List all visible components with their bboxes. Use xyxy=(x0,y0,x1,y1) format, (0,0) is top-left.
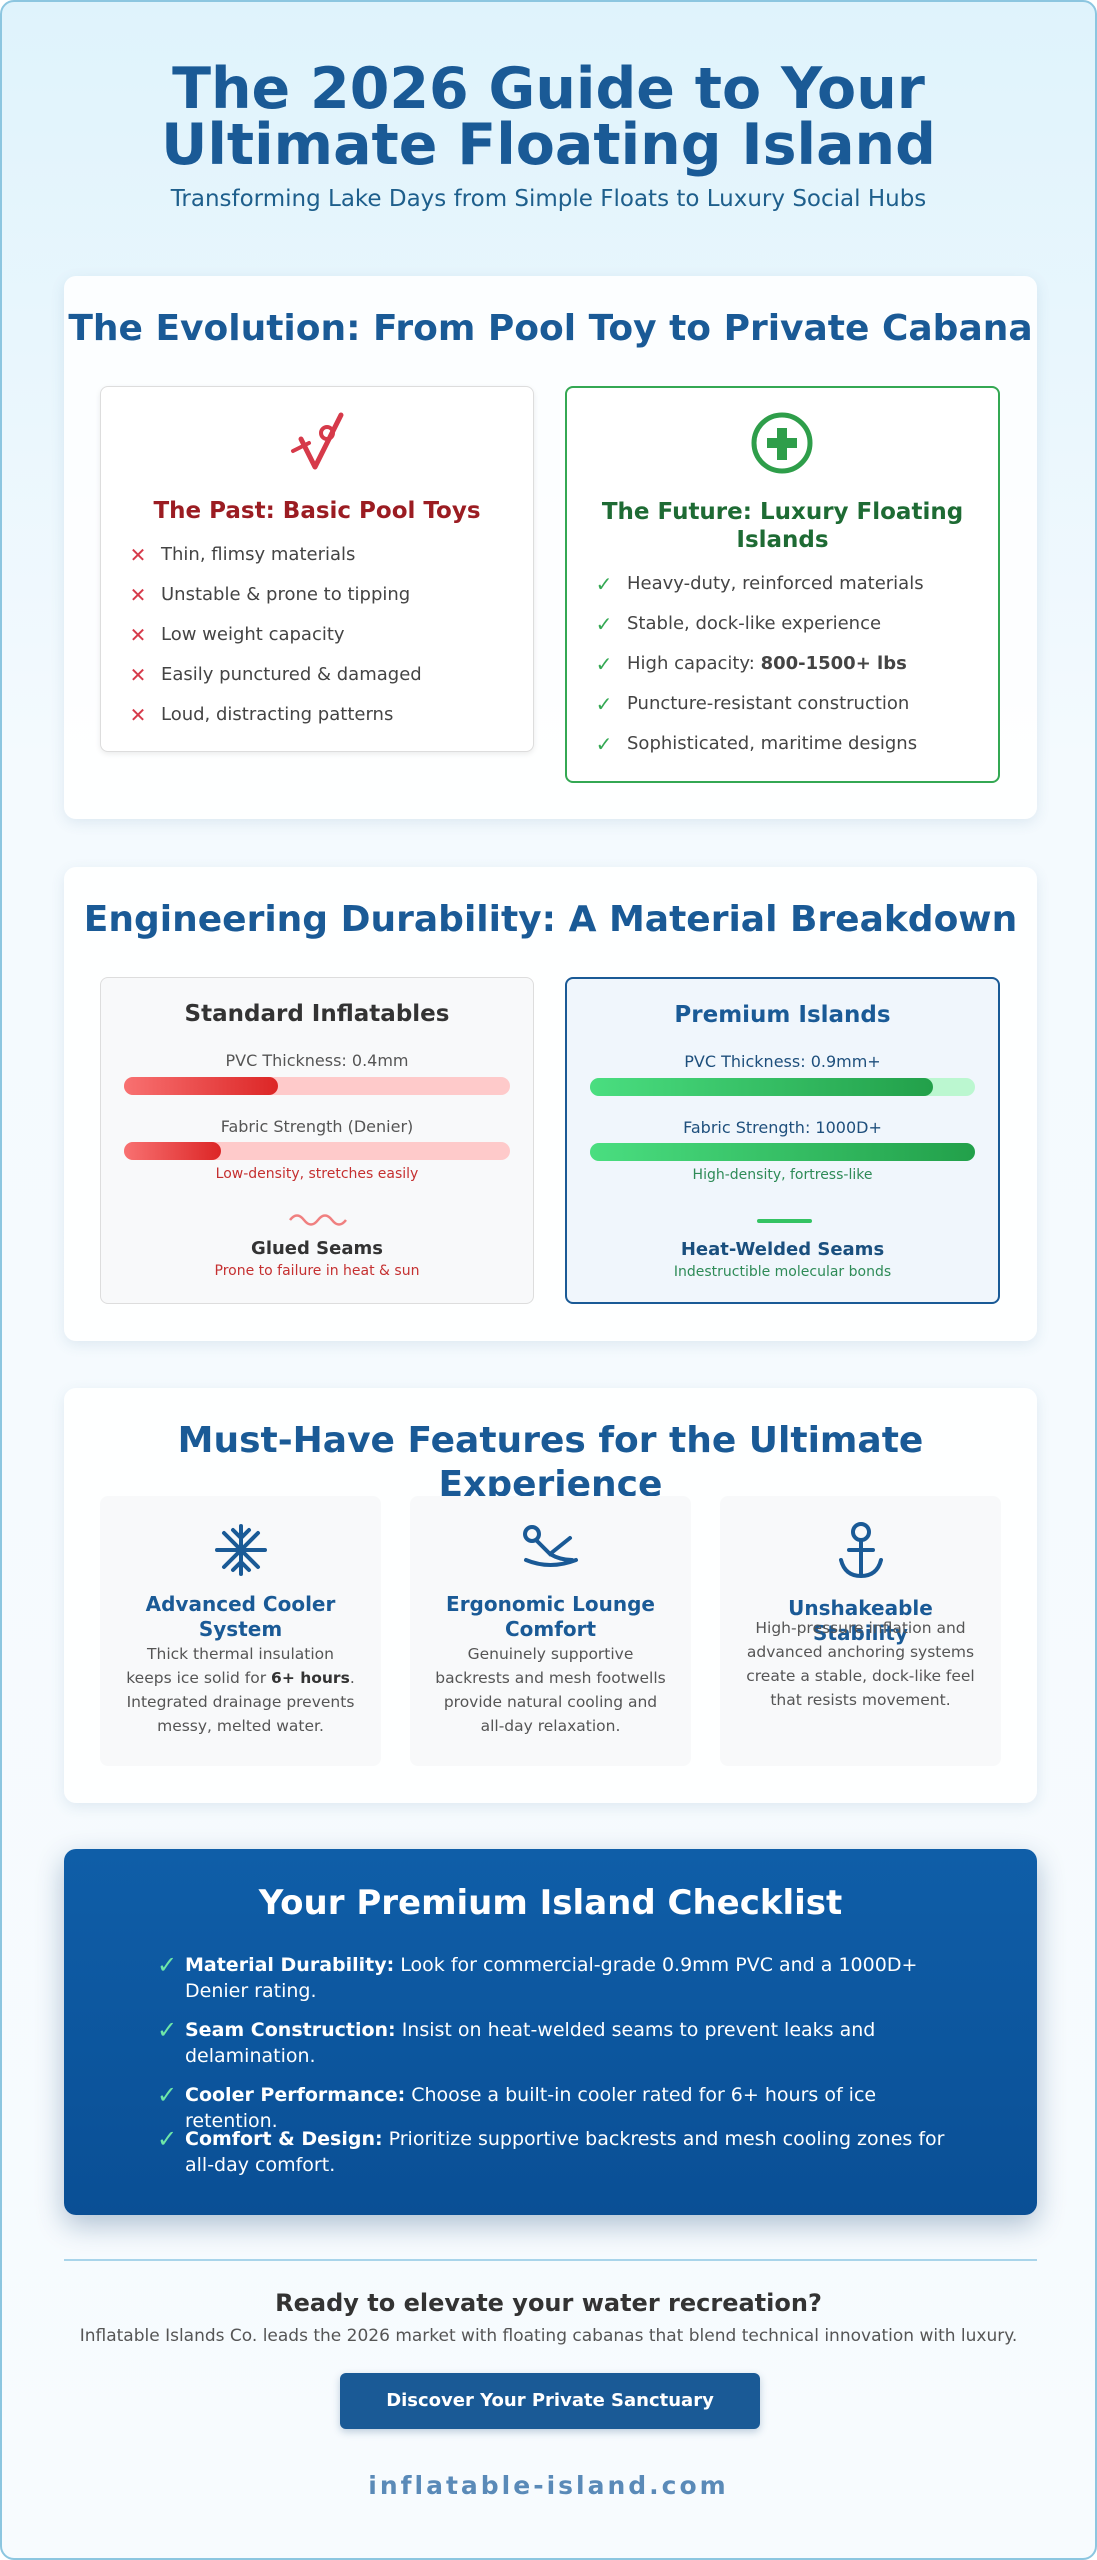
future-item: ✓ High capacity: 800-1500+ lbs xyxy=(589,644,988,684)
cta-button[interactable]: Discover Your Private Sanctuary xyxy=(340,2373,760,2429)
item-label: Comfort & Design: xyxy=(185,2128,383,2150)
item-text: Puncture-resistant construction xyxy=(627,693,910,714)
desc-strong: 6+ hours xyxy=(271,1669,350,1687)
seam-note: Indestructible molecular bonds xyxy=(673,1264,892,1280)
item-text: Thin, flimsy materials xyxy=(161,544,356,565)
header: The 2026 Guide to Your Ultimate Floating… xyxy=(2,56,1095,178)
future-item: ✓ Stable, dock-like experience xyxy=(589,604,988,644)
past-item: ✕ Easily punctured & damaged xyxy=(123,655,523,695)
item-text: Unstable & prone to tipping xyxy=(161,584,411,605)
future-title: The Future: Luxury Floating Islands xyxy=(601,499,972,553)
seam-icon xyxy=(757,1219,812,1223)
seam-title: Heat-Welded Seams xyxy=(680,1239,885,1260)
seam-note: Prone to failure in heat & sun xyxy=(214,1263,420,1279)
desc-text: Thick thermal insulation keeps ice solid… xyxy=(126,1645,334,1687)
item-text: Insist on heat-welded seams to prevent l… xyxy=(185,2019,882,2067)
fabric-note: High-density, fortress-like xyxy=(692,1167,873,1183)
section-title: Must-Have Features for the Ultimate Expe… xyxy=(177,1420,924,1505)
past-title: The Past: Basic Pool Toys xyxy=(153,498,481,524)
seam-title: Glued Seams xyxy=(251,1238,383,1259)
page-title: The 2026 Guide to Your Ultimate Floating… xyxy=(161,56,936,178)
features-section: Must-Have Features for the Ultimate Expe… xyxy=(64,1388,1037,1803)
item-text: Look for commercial-grade 0.9mm PVC and … xyxy=(185,1954,924,2002)
future-list: ✓ Heavy-duty, reinforced materials ✓ Stabl… xyxy=(589,564,988,764)
item-text: Stable, dock-like experience xyxy=(627,613,882,634)
item-text: Choose a built-in cooler rated for 6+ ho… xyxy=(185,2084,883,2132)
fabric-bar xyxy=(124,1142,510,1160)
standard-card: Standard Inflatables PVC Thickness: 0.4m… xyxy=(100,977,534,1304)
past-icon xyxy=(291,412,344,470)
premium-card: Premium Islands PVC Thickness: 0.9mm+ Fa… xyxy=(565,977,1000,1304)
checklist-item: ✓ Seam Construction: Insist on heat-welde… xyxy=(157,2016,882,2067)
feature-description: Thick thermal insulation keeps ice solid… xyxy=(122,1642,359,1738)
item-text: Heavy-duty, reinforced materials xyxy=(627,573,924,594)
feature-description: High-pressure inflation and advanced anc… xyxy=(742,1616,979,1712)
item-label: Material Durability: xyxy=(185,1954,395,1976)
fabric-label: Fabric Strength: 1000D+ xyxy=(683,1118,882,1137)
fabric-label: Fabric Strength (Denier) xyxy=(220,1117,414,1136)
desc-text: Genuinely supportive backrests and mesh … xyxy=(435,1645,666,1735)
desc-text: . Integrated drainage prevents messy, me… xyxy=(126,1669,355,1735)
future-item: ✓ Sophisticated, maritime designs xyxy=(589,724,988,764)
divider xyxy=(64,2259,1037,2261)
section-title: Engineering Durability: A Material Break… xyxy=(83,899,1018,940)
past-item: ✕ Thin, flimsy materials xyxy=(123,535,523,575)
past-list: ✕ Thin, flimsy materials ✕ Unstable & pron… xyxy=(123,535,523,735)
feature-title: Advanced Cooler System xyxy=(145,1592,336,1641)
seam-icon xyxy=(289,1214,347,1226)
item-label: Seam Construction: xyxy=(185,2019,396,2041)
future-item: ✓ Heavy-duty, reinforced materials xyxy=(589,564,988,604)
future-item: ✓ Puncture-resistant construction xyxy=(589,684,988,724)
section-title: The Evolution: From Pool Toy to Private … xyxy=(68,308,1033,349)
cta-title: Ready to elevate your water recreation? xyxy=(275,2289,822,2317)
item-text: Loud, distracting patterns xyxy=(161,704,394,725)
standard-title: Standard Inflatables xyxy=(184,1001,450,1027)
future-card: The Future: Luxury Floating Islands ✓ Hea… xyxy=(565,386,1000,783)
checklist-item: ✓ Cooler Performance: Choose a built-in c… xyxy=(157,2081,883,2132)
evolution-section: The Evolution: From Pool Toy to Private … xyxy=(64,276,1037,819)
feature-title: Unshakeable Stability xyxy=(788,1596,933,1645)
feature-card: Ergonomic Lounge Comfort Genuinely suppo… xyxy=(410,1496,691,1766)
pvc-label: PVC Thickness: 0.9mm+ xyxy=(684,1052,881,1071)
feature-icon xyxy=(523,1525,578,1567)
feature-icon xyxy=(839,1522,883,1579)
feature-card: Advanced Cooler System Thick thermal ins… xyxy=(100,1496,381,1766)
cta-text: Inflatable Islands Co. leads the 2026 ma… xyxy=(79,2326,1018,2346)
feature-card: Unshakeable Stability High-pressure infl… xyxy=(720,1496,1001,1766)
feature-description: Genuinely supportive backrests and mesh … xyxy=(432,1642,669,1738)
item-text: Sophisticated, maritime designs xyxy=(627,733,918,754)
past-item: ✕ Unstable & prone to tipping xyxy=(123,575,523,615)
item-text: Prioritize supportive backrests and mesh… xyxy=(185,2128,951,2176)
feature-title: Ergonomic Lounge Comfort xyxy=(446,1592,655,1641)
future-icon xyxy=(751,412,813,474)
checklist-item: ✓ Comfort & Design: Prioritize supportive… xyxy=(157,2125,951,2176)
item-label: Cooler Performance: xyxy=(185,2084,406,2106)
premium-title: Premium Islands xyxy=(674,1002,891,1028)
desc-text: High-pressure inflation and advanced anc… xyxy=(746,1619,975,1709)
past-card: The Past: Basic Pool Toys ✕ Thin, flimsy … xyxy=(100,386,534,752)
fabric-note: Low-density, stretches easily xyxy=(215,1166,419,1182)
checklist-item: ✓ Material Durability: Look for commercia… xyxy=(157,1951,924,2002)
pvc-label: PVC Thickness: 0.4mm xyxy=(225,1051,409,1070)
item-text: Low weight capacity xyxy=(161,624,345,645)
checklist-title: Your Premium Island Checklist xyxy=(258,1883,843,1923)
item-text: Easily punctured & damaged xyxy=(161,664,422,685)
fabric-bar xyxy=(590,1143,975,1161)
subtitle: Transforming Lake Days from Simple Float… xyxy=(170,186,927,212)
materials-section: Engineering Durability: A Material Break… xyxy=(64,867,1037,1341)
past-item: ✕ Low weight capacity xyxy=(123,615,523,655)
feature-icon xyxy=(215,1524,267,1576)
item-text: High capacity: xyxy=(627,653,761,674)
item-strong: 800-1500+ lbs xyxy=(760,653,907,674)
domain: inflatable-island.com xyxy=(368,2471,729,2500)
past-item: ✕ Loud, distracting patterns xyxy=(123,695,523,735)
pvc-bar xyxy=(590,1078,975,1096)
pvc-bar xyxy=(124,1077,510,1095)
checklist-section: Your Premium Island Checklist ✓ Material … xyxy=(64,1849,1037,2215)
